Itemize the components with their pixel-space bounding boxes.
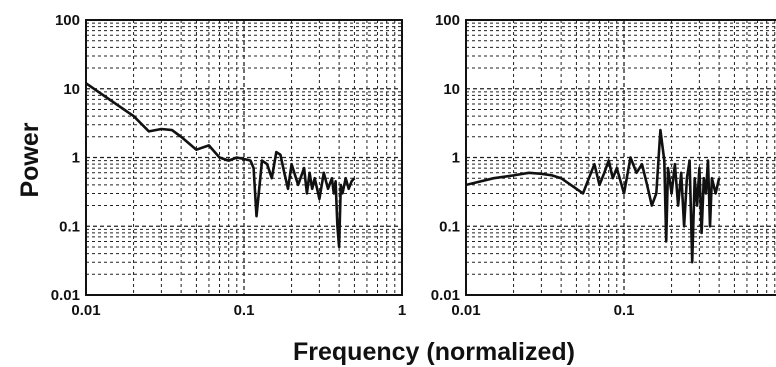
x-tick-label: 1 — [398, 302, 406, 319]
y-axis-label: Power — [16, 122, 44, 197]
power-series-line — [86, 82, 356, 249]
y-tick-label: 0.1 — [439, 218, 460, 235]
plot-frame — [465, 19, 776, 296]
power-series-line — [466, 128, 721, 264]
plot-frame — [85, 19, 403, 296]
y-tick-label: 1 — [72, 150, 80, 167]
y-tick-label: 100 — [55, 12, 80, 29]
y-tick-label: 1 — [452, 150, 460, 167]
x-axis-label: Frequency (normalized) — [293, 338, 575, 366]
y-tick-label: 100 — [435, 12, 460, 29]
y-tick-label: 10 — [63, 81, 80, 98]
y-tick-label: 0.01 — [431, 287, 460, 304]
x-tick-label: 0.01 — [71, 302, 100, 319]
y-tick-label: 0.01 — [51, 287, 80, 304]
x-tick-label: 0.1 — [234, 302, 255, 319]
right-spectrum-panel: 100 10 1 0.1 0.010.01 0.1 — [431, 12, 776, 319]
y-tick-label: 10 — [443, 81, 460, 98]
y-tick-label: 0.1 — [59, 218, 80, 235]
x-tick-label: 0.1 — [614, 302, 635, 319]
left-spectrum-panel: 100 10 1 0.1 0.010.01 0.1 1 — [51, 12, 406, 319]
x-tick-label: 0.01 — [451, 302, 480, 319]
